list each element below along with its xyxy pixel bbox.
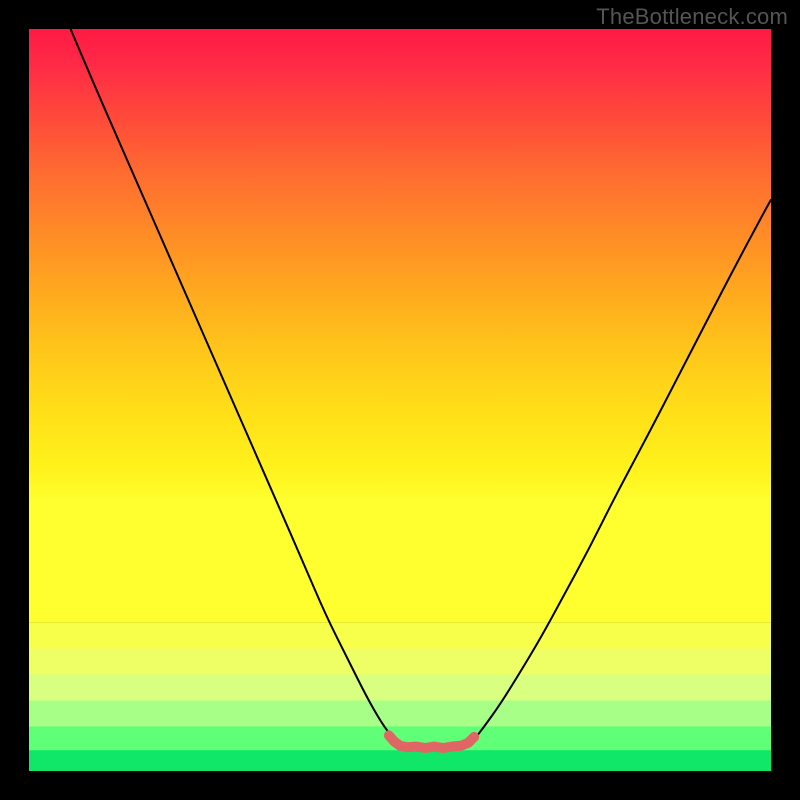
right-curve xyxy=(476,200,771,738)
chart-plot-area xyxy=(29,29,771,771)
watermark-text: TheBottleneck.com xyxy=(596,4,788,30)
left-curve xyxy=(71,29,393,738)
bottom-squiggle xyxy=(389,735,474,748)
chart-curves-layer xyxy=(29,29,771,771)
